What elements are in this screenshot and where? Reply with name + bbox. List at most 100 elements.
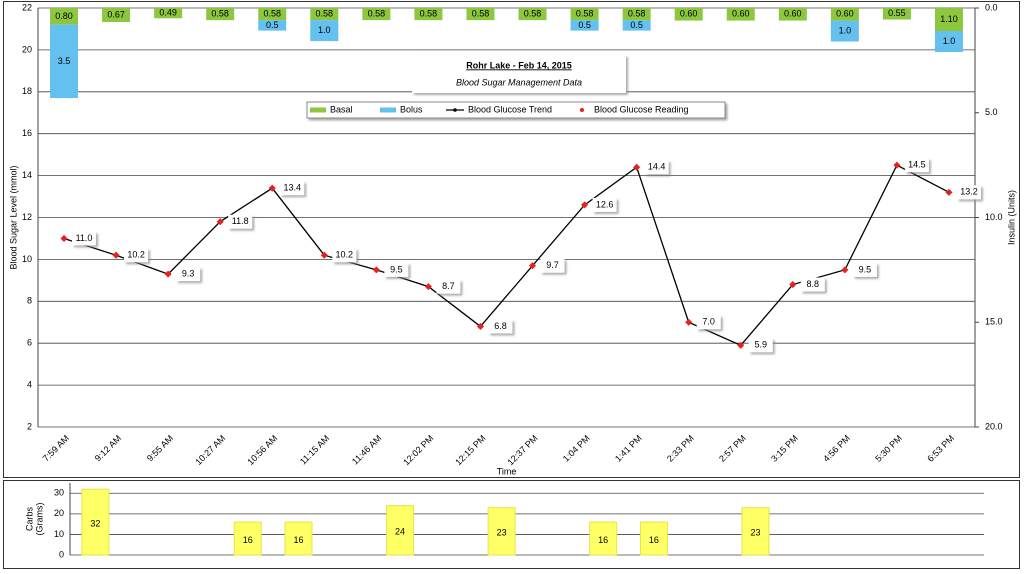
glucose-point [372,266,380,274]
bar-value-label: 1.0 [318,25,331,35]
insulin-bar [154,8,183,19]
value-label: 13.2 [960,187,978,197]
x-tick-label: 2:33 PM [665,433,696,464]
x-tick-label: 11:46 AM [350,433,383,466]
value-label-box [176,267,201,282]
y2-tick-label: 15.0 [985,317,1003,327]
y-tick-label: 6 [27,338,32,348]
y2-tick-label: 5.0 [985,107,998,117]
carb-bar [284,521,313,556]
carb-bar [233,521,262,556]
y-tick-label: 0 [59,549,64,559]
bar-value-label: 0.60 [732,9,750,19]
value-label: 14.5 [908,160,926,170]
value-label: 14.4 [648,162,666,172]
x-tick-label: 11:15 AM [298,433,331,466]
glucose-point [528,262,537,270]
insulin-bar [310,20,339,42]
value-label-box [488,319,513,334]
y-tick-label: 20 [22,44,32,54]
y-axis-label: Carbs [24,507,34,532]
bar-value-label: 0.67 [107,9,125,19]
bar-value-label: 16 [293,535,303,545]
bar-value-label: 1.0 [839,25,852,35]
value-label: 11.0 [76,233,93,243]
glucose-point [789,281,797,289]
glucose-point [841,266,849,274]
glucose-point [737,341,745,349]
bar-value-label: 23 [497,528,507,538]
y2-tick-label: 10.0 [985,212,1003,222]
bar-value-label: 0.5 [578,20,591,30]
y-tick-label: 18 [22,86,32,96]
y-axis-label: (Grams) [34,503,44,536]
insulin-bar [466,8,495,21]
insulin-bar [622,20,651,31]
x-tick-label: 7:59 AM [41,433,71,463]
insulin-bar [206,8,235,21]
bar-value-label: 0.60 [836,9,854,19]
bar-value-label: 0.58 [472,8,490,18]
insulin-bar [362,8,391,21]
insulin-bar [50,8,79,25]
x-tick-label: 12:02 PM [401,433,435,467]
x-tick-label: 6:53 PM [925,433,956,464]
value-label-box [124,248,149,263]
legend-box [306,101,726,119]
value-label-box [384,262,409,277]
x-tick-label: 1:41 PM [613,433,644,464]
value-label: 6.8 [494,321,507,331]
insulin-bar [830,20,859,42]
value-label-box [436,279,461,294]
carb-bar [639,521,668,556]
y-tick-label: 10 [54,529,64,539]
value-label-box [592,197,617,212]
bar-value-label: 0.58 [420,8,438,18]
y-tick-label: 22 [22,2,32,12]
glucose-point [320,251,328,259]
value-label: 8.7 [442,281,455,291]
bar-value-label: 24 [395,527,405,537]
bar-value-label: 0.58 [576,8,594,18]
bar-value-label: 32 [90,518,100,528]
value-label-box [748,338,773,353]
bar-value-label: 0.58 [316,8,334,18]
y-tick-label: 12 [22,212,32,222]
legend-swatch [580,108,584,112]
main-frame [3,1,1020,478]
value-label: 9.3 [182,268,195,278]
glucose-point [581,201,589,209]
value-label-box [72,231,97,246]
x-tick-label: 9:12 AM [93,433,123,463]
value-label-box [280,181,305,196]
y-tick-label: 16 [22,128,32,138]
insulin-bar [518,8,547,21]
value-label: 12.6 [596,199,614,209]
glucose-point [424,283,432,291]
y2-tick-label: 0.0 [985,2,998,12]
y2-tick-label: 20.0 [985,421,1003,431]
title-box [412,55,626,93]
insulin-bar [570,8,599,21]
carb-bar [487,507,516,556]
value-label-box [228,214,253,229]
bar-value-label: 1.10 [940,14,958,24]
insulin-bar [622,8,651,21]
legend-swatch [453,108,457,112]
value-label: 9.7 [546,260,559,270]
value-label: 10.2 [336,250,354,260]
legend-label: Bolus [400,104,423,114]
bar-value-label: 0.58 [211,8,229,18]
bar-value-label: 0.5 [630,20,643,30]
carb-bar [589,521,618,556]
value-label: 13.4 [283,183,301,193]
insulin-bar [934,31,963,52]
insulin-bar [258,20,287,31]
carb-bar [386,505,415,556]
carb-frame [3,480,1020,569]
y-tick-label: 14 [22,170,32,180]
carb-bar [741,507,770,556]
insulin-bar [830,8,859,21]
insulin-bar [310,8,339,21]
